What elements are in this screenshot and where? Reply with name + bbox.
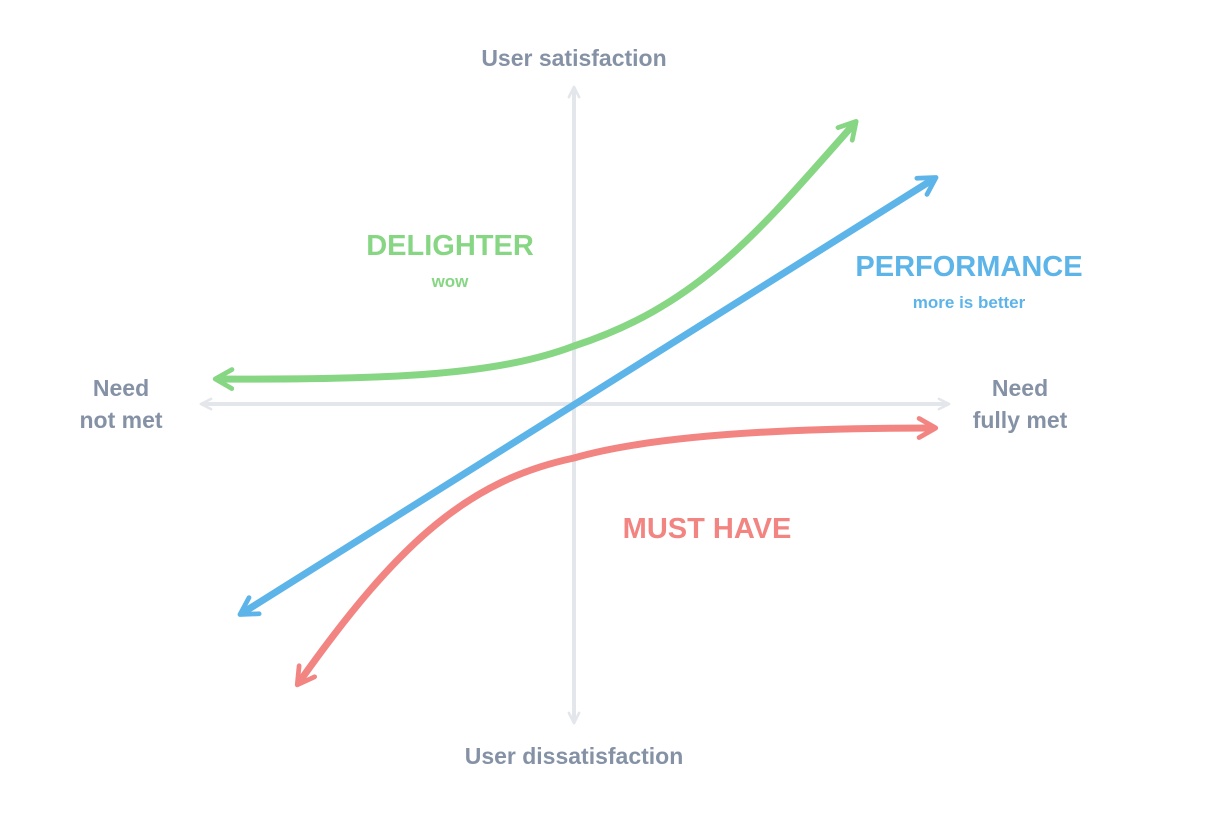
axis-label-top: User satisfaction bbox=[481, 45, 666, 71]
axis-label-left-line1: Need bbox=[93, 375, 149, 401]
axis-label-right-line1: Need bbox=[992, 375, 1048, 401]
delighter-subtitle: wow bbox=[431, 272, 470, 291]
axis-label-right-line2: fully met bbox=[973, 407, 1068, 433]
delighter-title: DELIGHTER bbox=[366, 230, 534, 262]
must-have-title: MUST HAVE bbox=[623, 513, 792, 545]
performance-title: PERFORMANCE bbox=[855, 251, 1082, 283]
axis-label-left-line2: not met bbox=[79, 407, 162, 433]
axis-label-bottom: User dissatisfaction bbox=[465, 743, 684, 769]
must-have-curve bbox=[294, 416, 939, 688]
performance-subtitle: more is better bbox=[913, 293, 1026, 312]
performance-line bbox=[237, 175, 939, 617]
delighter-curve bbox=[212, 119, 859, 391]
